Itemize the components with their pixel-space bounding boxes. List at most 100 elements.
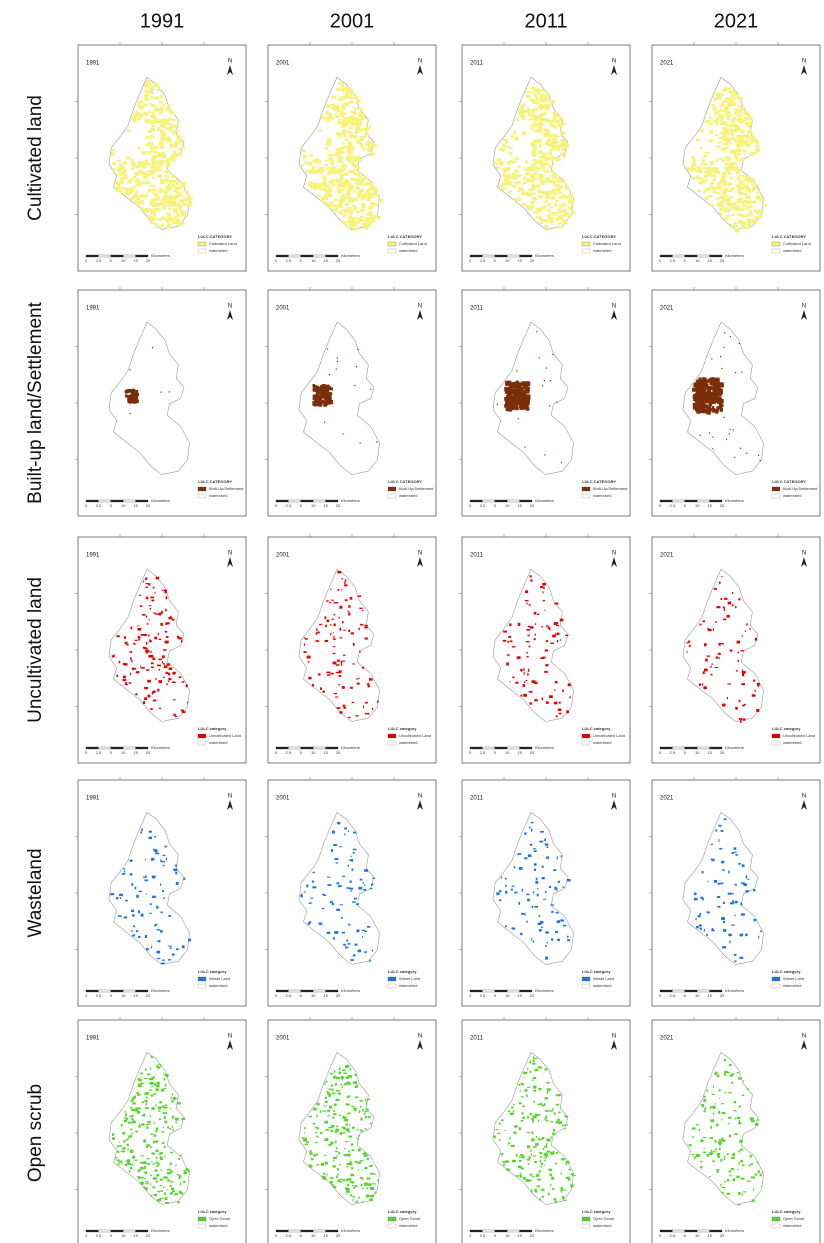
land-patch [316,628,317,631]
land-patch [159,188,163,191]
land-patch [704,380,708,384]
land-patch [714,588,717,590]
land-patch [372,878,375,879]
land-patch [502,183,507,187]
land-patch [351,1150,354,1152]
land-patch [705,659,708,662]
land-patch [330,901,333,903]
land-patch [338,1152,340,1154]
land-patch [523,394,526,398]
land-patch [370,206,374,209]
land-patch [561,1158,565,1160]
land-patch [175,872,177,875]
land-patch [327,932,331,934]
scale-segment [326,1230,338,1232]
land-patch [555,1162,557,1164]
land-patch [177,1102,181,1104]
legend-label: watershed [593,493,611,498]
land-patch [145,1107,148,1109]
land-patch [702,898,704,900]
land-patch [715,159,718,162]
land-patch [362,930,366,931]
land-patch [322,691,325,693]
land-patch [136,184,140,186]
land-patch [725,209,729,212]
land-patch [514,1132,516,1134]
land-patch [337,589,339,591]
land-patch [714,880,717,883]
scale-segment [288,500,300,502]
land-patch [723,606,725,608]
land-patch [169,144,174,148]
land-patch [146,1146,148,1147]
land-patch [721,1119,722,1121]
land-patch [130,413,131,414]
land-patch [159,201,163,204]
land-patch [737,1169,738,1170]
land-patch [356,167,361,170]
land-patch [502,172,506,176]
land-patch [117,1163,120,1164]
land-patch [737,1117,741,1119]
land-patch [755,1174,758,1176]
land-patch [352,1181,355,1183]
land-patch [149,1078,153,1081]
scale-segment [482,500,494,502]
land-patch [364,931,367,932]
land-patch [344,1083,348,1085]
legend-title: LULC CATEGORY [582,479,616,484]
land-patch [345,1141,348,1142]
land-patch [507,404,508,405]
land-patch [176,196,179,199]
land-patch [702,1140,704,1141]
land-patch [530,91,534,93]
land-patch [733,1101,736,1103]
land-patch [145,1181,149,1182]
legend-label: watershed [209,248,227,253]
land-patch [351,856,352,857]
land-patch [722,946,726,948]
land-patch [355,1081,357,1084]
land-patch [328,1094,331,1097]
land-patch [550,1184,552,1186]
land-patch [503,631,507,633]
north-label: N [612,794,616,800]
scale-tick-label: 20 [146,258,151,263]
land-patch [342,686,345,689]
land-patch [160,138,165,142]
land-patch [178,152,182,156]
land-patch [728,1117,731,1119]
land-patch [153,1163,156,1164]
land-patch [348,943,351,945]
scale-segment [507,255,519,257]
legend-swatch [198,487,206,491]
land-patch [734,155,737,158]
land-patch [704,404,707,408]
land-patch [712,178,716,181]
scale-segment [98,747,110,749]
scale-segment [301,990,313,992]
land-patch [169,617,173,619]
land-patch [710,168,713,171]
land-patch [344,1127,346,1129]
land-patch [146,1097,148,1099]
land-patch [174,211,178,213]
land-patch [535,881,538,884]
land-patch [345,138,348,142]
land-patch [497,1133,500,1134]
land-patch [538,1120,539,1122]
land-patch [160,1185,162,1186]
land-patch [738,660,739,662]
land-patch [168,214,171,216]
land-patch [719,1089,721,1091]
land-patch [560,1173,562,1175]
land-patch [321,1163,324,1166]
land-patch [172,681,176,683]
land-patch [183,190,188,193]
land-patch [357,595,361,597]
land-patch [348,717,350,718]
land-patch [753,220,757,224]
land-patch [336,133,339,135]
land-patch [505,885,507,887]
land-patch [157,1199,161,1201]
